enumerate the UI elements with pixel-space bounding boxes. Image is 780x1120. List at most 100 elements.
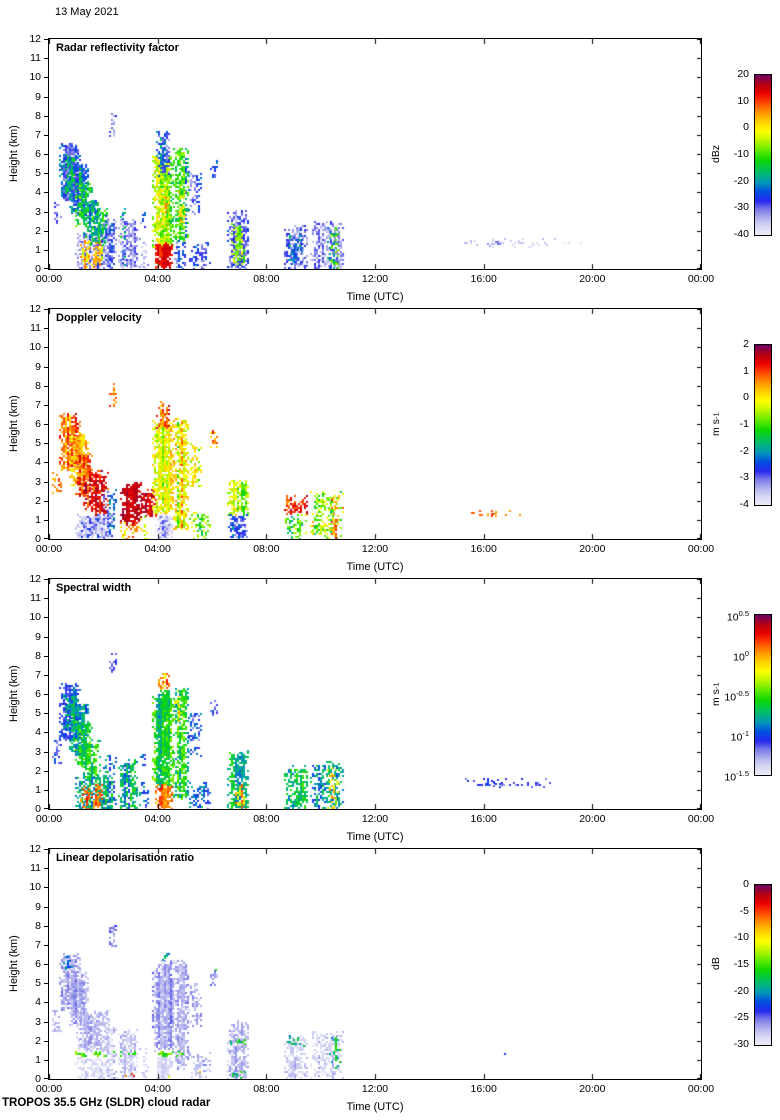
x-tick-label: 08:00 <box>253 543 280 555</box>
y-tick-mark <box>44 964 48 965</box>
y-tick-label: 12 <box>29 843 41 855</box>
y-tick-label: 11 <box>30 322 41 335</box>
colorbar-gradient <box>754 614 772 776</box>
y-tick-mark <box>44 926 48 927</box>
x-tick-label: 00:00 <box>687 813 715 825</box>
x-tick-label: 12:00 <box>361 813 389 825</box>
y-tick-label: 8 <box>35 379 41 392</box>
y-tick-mark <box>44 1002 48 1003</box>
y-tick-mark <box>44 849 48 850</box>
y-tick-mark <box>44 887 48 888</box>
x-axis-label: Time (UTC) <box>346 831 404 843</box>
y-tick-label: 1 <box>35 513 41 526</box>
colorbar-unit-label: m s -1 <box>710 682 722 706</box>
y-tick-label: 2 <box>35 764 41 777</box>
y-tick-label: 4 <box>35 456 41 469</box>
y-tick-mark <box>44 1041 48 1042</box>
x-tick-label: 00:00 <box>687 273 715 285</box>
x-tick-label: 16:00 <box>470 543 497 555</box>
y-tick-mark <box>44 97 48 98</box>
y-tick-mark <box>44 39 48 40</box>
x-tick-label: 00:00 <box>687 543 715 555</box>
colorbar-tick-label: 100 <box>733 649 749 664</box>
y-tick-mark <box>44 1022 48 1023</box>
y-tick-mark <box>44 656 48 657</box>
y-tick-mark <box>44 58 48 59</box>
y-tick-label: 7 <box>35 668 41 681</box>
colorbar-tick-label: -1 <box>739 418 749 430</box>
colorbar-tick-label: 2 <box>743 338 749 350</box>
x-axis-label: Time (UTC) <box>346 1101 404 1113</box>
colorbar-tick-label: 10 <box>737 94 749 107</box>
x-tick-label: 16:00 <box>470 813 497 825</box>
colorbar-gradient <box>754 884 772 1046</box>
y-tick-mark <box>44 694 48 695</box>
y-tick-label: 6 <box>35 148 41 160</box>
y-tick-mark <box>44 713 48 714</box>
y-tick-mark <box>44 212 48 213</box>
y-tick-label: 4 <box>35 186 41 199</box>
x-tick-label: 20:00 <box>579 1083 606 1095</box>
x-tick-label: 16:00 <box>470 1083 497 1095</box>
y-tick-mark <box>44 386 48 387</box>
colorbar-unit-label: m s -1 <box>710 412 722 436</box>
y-tick-label: 3 <box>35 745 41 758</box>
colorbar-gradient <box>754 344 772 506</box>
colorbar-tick-label: -3 <box>739 471 749 484</box>
x-tick-label: 04:00 <box>144 543 171 555</box>
colorbar-tick-label: -40 <box>733 228 749 240</box>
x-tick-label: 00:00 <box>35 273 63 285</box>
y-tick-mark <box>44 154 48 155</box>
y-tick-label: 4 <box>35 996 41 1009</box>
y-tick-mark <box>44 268 48 269</box>
y-tick-label: 10 <box>29 71 41 84</box>
y-tick-label: 10 <box>29 611 41 624</box>
y-tick-mark <box>44 482 48 483</box>
panel-title: Spectral width <box>56 582 132 594</box>
y-tick-mark <box>44 1060 48 1061</box>
x-tick-label: 08:00 <box>253 813 280 825</box>
y-tick-label: 12 <box>29 573 41 585</box>
colorbar-ldr: 0 -5 -10 -15 -20 -25 -30 dB <box>710 878 772 1050</box>
y-tick-mark <box>44 1078 48 1079</box>
y-tick-mark <box>44 907 48 908</box>
colorbar-reflectivity: 20 10 0 -10 -20 -30 -40 dBz <box>710 68 772 240</box>
colorbar-tick-label: 0 <box>743 391 749 404</box>
colorbar-tick-label: 1 <box>743 364 749 377</box>
y-tick-mark <box>44 309 48 310</box>
y-tick-label: 3 <box>35 1015 41 1028</box>
colorbar-tick-label: -30 <box>733 1038 749 1050</box>
y-tick-mark <box>44 367 48 368</box>
instrument-label: TROPOS 35.5 GHz (SLDR) cloud radar <box>2 1097 211 1109</box>
y-tick-mark <box>44 808 48 809</box>
colorbar-tick-label: 100.5 <box>726 609 749 624</box>
y-tick-label: 12 <box>29 303 41 315</box>
y-tick-label: 3 <box>35 205 41 218</box>
y-tick-mark <box>44 617 48 618</box>
x-axis-label: Time (UTC) <box>346 561 404 573</box>
colorbar-tick-label: -4 <box>739 498 749 510</box>
colorbar-tick-label: -30 <box>733 201 749 214</box>
y-tick-label: 9 <box>35 90 41 103</box>
ldr-heatmap-canvas <box>49 849 701 1079</box>
y-tick-label: 1 <box>35 783 41 796</box>
x-tick-label: 04:00 <box>144 813 171 825</box>
y-tick-label: 6 <box>35 418 41 430</box>
colorbar-tick-label: 10-0.5 <box>724 689 749 704</box>
colorbar-tick-label: -20 <box>733 984 749 997</box>
y-tick-label: 2 <box>35 494 41 507</box>
panel-title: Radar reflectivity factor <box>56 42 179 54</box>
y-tick-label: 0 <box>35 533 41 545</box>
y-tick-mark <box>44 945 48 946</box>
x-tick-label: 00:00 <box>35 1083 63 1095</box>
x-tick-label: 20:00 <box>579 813 606 825</box>
y-tick-label: 8 <box>35 109 41 122</box>
y-tick-label: 10 <box>29 881 41 894</box>
y-tick-label: 2 <box>35 224 41 237</box>
y-tick-mark <box>44 231 48 232</box>
y-tick-label: 7 <box>35 128 41 141</box>
x-tick-label: 12:00 <box>361 273 389 285</box>
y-tick-label: 0 <box>35 263 41 275</box>
